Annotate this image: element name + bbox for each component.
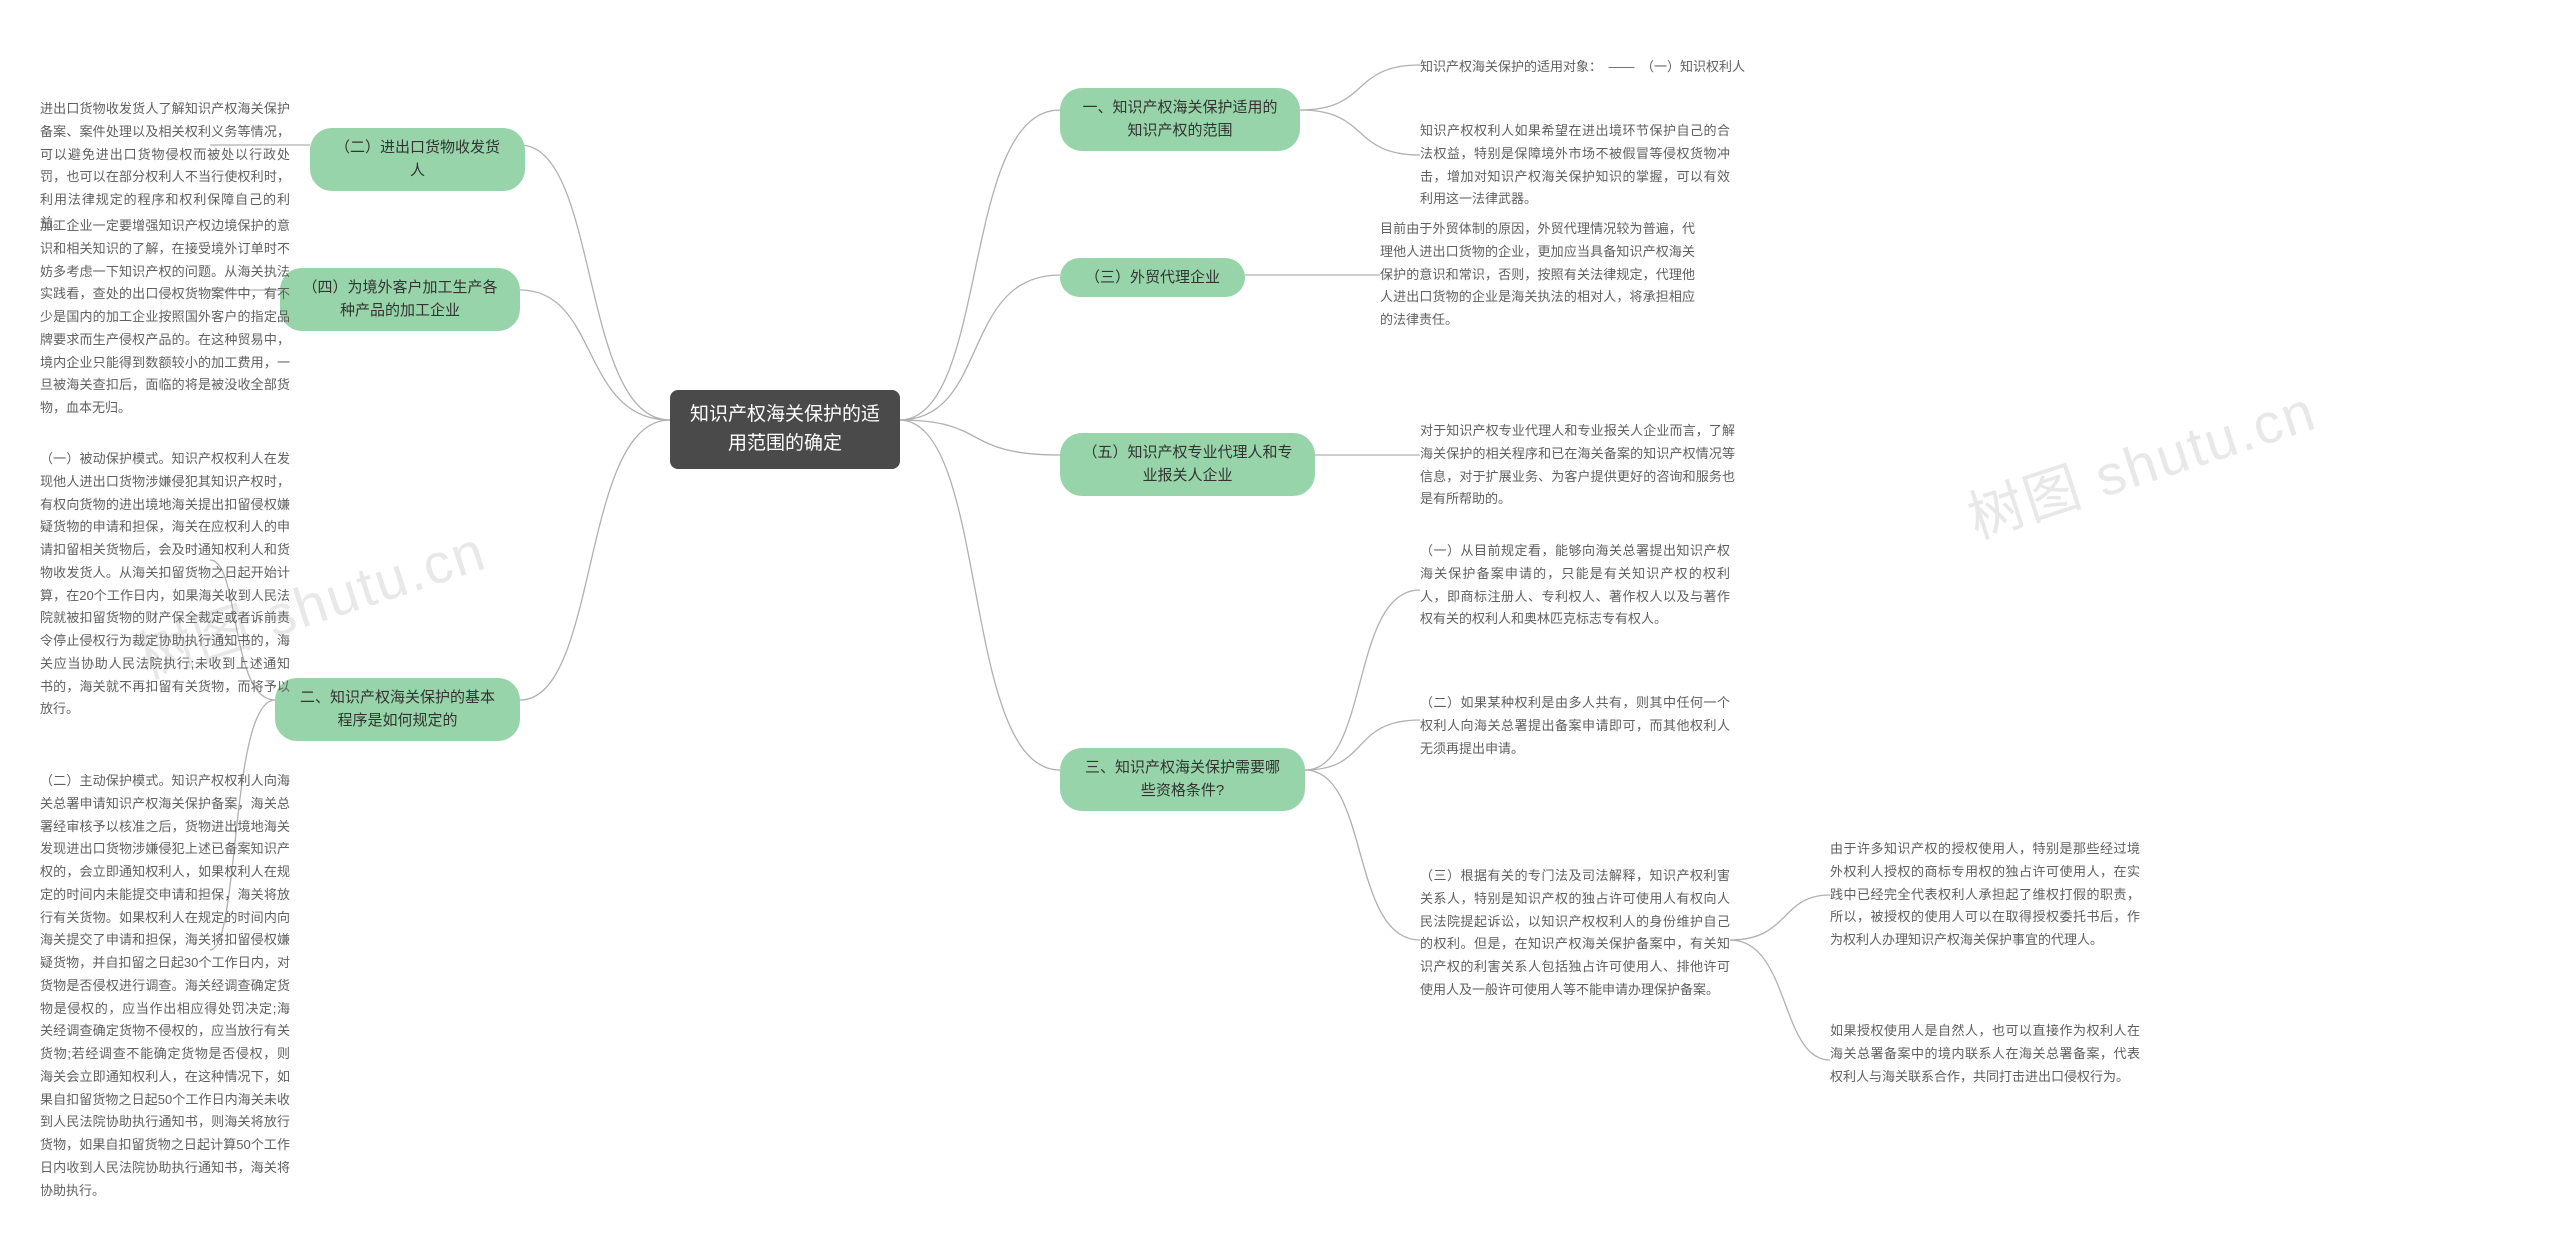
leaf-r4-3: （三）根据有关的专门法及司法解释，知识产权利害关系人，特别是知识产权的独占许可使… xyxy=(1420,865,1730,1002)
leaf-l3-1: （一）被动保护模式。知识产权权利人在发现他人进出口货物涉嫌侵犯其知识产权时，有权… xyxy=(40,448,290,721)
branch-l3: 二、知识产权海关保护的基本程序是如何规定的 xyxy=(275,678,520,741)
leaf-r4-1: （一）从目前规定看，能够向海关总署提出知识产权海关保护备案申请的，只能是有关知识… xyxy=(1420,540,1730,631)
branch-r2: （三）外贸代理企业 xyxy=(1060,258,1245,297)
branch-r1: 一、知识产权海关保护适用的知识产权的范围 xyxy=(1060,88,1300,151)
branch-l2: （四）为境外客户加工生产各种产品的加工企业 xyxy=(280,268,520,331)
leaf-r4-3-s1: 由于许多知识产权的授权使用人，特别是那些经过境外权利人授权的商标专用权的独占许可… xyxy=(1830,838,2140,952)
leaf-r4-3-s2: 如果授权使用人是自然人，也可以直接作为权利人在海关总署备案中的境内联系人在海关总… xyxy=(1830,1020,2140,1088)
leaf-r1-1: 知识产权海关保护的适用对象： —— （一）知识权利人 xyxy=(1420,56,1790,79)
leaf-r3-1: 对于知识产权专业代理人和专业报关人企业而言，了解海关保护的相关程序和已在海关备案… xyxy=(1420,420,1735,511)
leaf-r2-1: 目前由于外贸体制的原因，外贸代理情况较为普遍，代理他人进出口货物的企业，更加应当… xyxy=(1380,218,1695,332)
branch-r3: （五）知识产权专业代理人和专业报关人企业 xyxy=(1060,433,1315,496)
branch-l1: （二）进出口货物收发货人 xyxy=(310,128,525,191)
center-topic: 知识产权海关保护的适用范围的确定 xyxy=(670,390,900,469)
branch-r4: 三、知识产权海关保护需要哪些资格条件? xyxy=(1060,748,1305,811)
leaf-r4-2: （二）如果某种权利是由多人共有，则其中任何一个权利人向海关总署提出备案申请即可，… xyxy=(1420,692,1730,760)
leaf-l3-2: （二）主动保护模式。知识产权权利人向海关总署申请知识产权海关保护备案，海关总署经… xyxy=(40,770,290,1202)
leaf-r1-2: 知识产权权利人如果希望在进出境环节保护自己的合法权益，特别是保障境外市场不被假冒… xyxy=(1420,120,1730,211)
leaf-l2-1: 加工企业一定要增强知识产权边境保护的意识和相关知识的了解，在接受境外订单时不妨多… xyxy=(40,215,290,420)
watermark: 树图 shutu.cn xyxy=(1956,366,2325,555)
